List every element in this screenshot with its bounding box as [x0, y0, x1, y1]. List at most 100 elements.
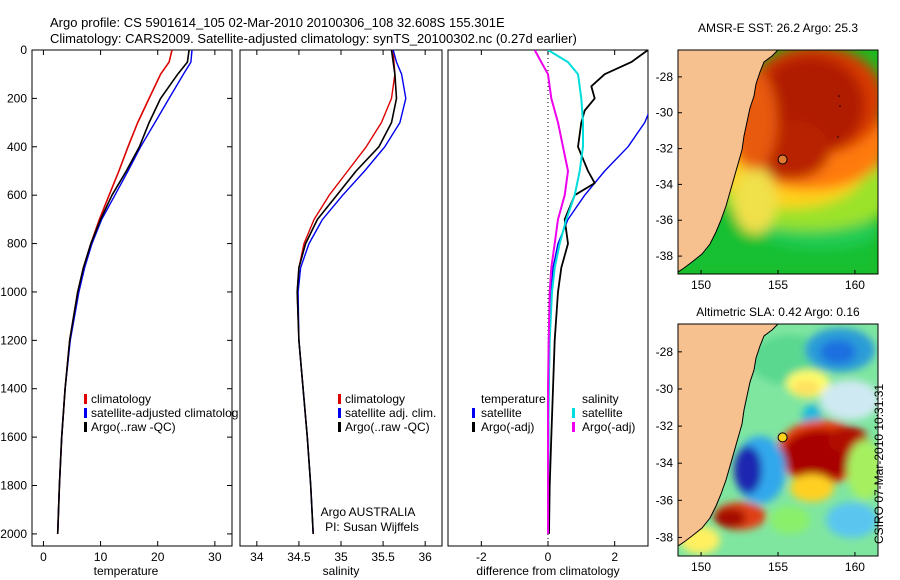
- lon-tick-label: 160: [845, 278, 865, 292]
- x-tick-label: 0: [40, 550, 47, 564]
- depth-tick-label: 1600: [0, 430, 27, 444]
- argo-program-label: Argo AUSTRALIA: [321, 505, 416, 519]
- lat-tick-label: -30: [656, 106, 674, 120]
- lon-tick-label: 155: [768, 560, 788, 574]
- figure-title-line1: Argo profile: CS 5901614_105 02-Mar-2010…: [50, 15, 505, 30]
- csiro-timestamp: CSIRO 07-Mar-2010 10:31:31: [872, 383, 886, 544]
- legend-swatch-temp-satellite: [472, 408, 475, 418]
- sla-field: [680, 328, 878, 554]
- lat-tick-label: -32: [656, 419, 674, 433]
- salinity-series: [296, 50, 407, 534]
- lat-tick-label: -34: [656, 456, 674, 470]
- difference-xlabel: difference from climatology: [476, 564, 619, 578]
- depth-tick-label: 600: [7, 188, 27, 202]
- sst-map-title: AMSR-E SST: 26.2 Argo: 25.3: [698, 21, 858, 35]
- depth-tick-label: 1200: [0, 333, 27, 347]
- depth-tick-label: 1800: [0, 479, 27, 493]
- x-tick-label: 34: [250, 550, 264, 564]
- sal-argo-diff-line: [533, 50, 569, 534]
- depth-tick-label: 800: [7, 237, 27, 251]
- temperature-plot-frame: [31, 49, 233, 547]
- legend-swatch-satellite: [84, 408, 87, 418]
- lon-tick-label: 150: [691, 278, 711, 292]
- lat-tick-label: -34: [656, 177, 674, 191]
- sla-heatmap: [678, 324, 878, 556]
- legend-label-satellite: satellite-adjusted climatolog: [91, 406, 238, 420]
- difference-panel: -2 0 2 difference from climatology tempera…: [447, 49, 649, 578]
- sst-coastline: [678, 50, 779, 273]
- legend-swatch-climatology: [84, 394, 87, 404]
- lon-tick-label: 150: [691, 560, 711, 574]
- sla-map-title: Altimetric SLA: 0.42 Argo: 0.16: [696, 305, 860, 319]
- depth-tick-label: 2000: [0, 527, 27, 541]
- legend-label-climatology: climatology: [91, 392, 151, 406]
- sla-land: [678, 324, 778, 546]
- sst-heatmap: [678, 50, 878, 274]
- legend-label-argo: Argo(..raw -QC): [345, 420, 430, 434]
- x-tick-label: -2: [476, 550, 487, 564]
- legend-label-satellite: satellite adj. clim.: [345, 406, 436, 420]
- lat-tick-label: -32: [656, 142, 674, 156]
- lat-tick-label: -28: [656, 70, 674, 84]
- legend-label-argo: Argo(..raw -QC): [91, 420, 176, 434]
- legend-label-temp-satellite: satellite: [481, 406, 522, 420]
- depth-tick-label: 1400: [0, 382, 27, 396]
- legend-swatch-temp-argo: [472, 422, 475, 432]
- temperature-series: [56, 50, 193, 534]
- x-tick-label: 35: [334, 550, 348, 564]
- lat-tick-label: -38: [656, 249, 674, 263]
- legend-swatch-sal-argo: [572, 422, 575, 432]
- legend-label-sal-argo: Argo(-adj): [582, 420, 635, 434]
- sst-land: [678, 50, 778, 272]
- lat-tick-label: -38: [656, 530, 674, 544]
- sla-map: Altimetric SLA: 0.42 Argo: 0.16: [656, 305, 879, 574]
- sla-float-marker: [777, 432, 788, 443]
- lat-tick-label: -36: [656, 213, 674, 227]
- lat-tick-label: -36: [656, 493, 674, 507]
- legend-swatch-sal-satellite: [572, 408, 575, 418]
- depth-tick-label: 1000: [0, 285, 27, 299]
- x-tick-label: 2: [611, 550, 618, 564]
- legend-label-climatology: climatology: [345, 392, 405, 406]
- lat-tick-label: -28: [656, 345, 674, 359]
- figure-title-line2: Climatology: CARS2009. Satellite-adjuste…: [50, 31, 577, 46]
- salinity-panel: 34 34.5 35 35.5 36 salinity climatology sate…: [239, 49, 443, 578]
- x-tick-label: 36: [418, 550, 432, 564]
- sst-map-axes: 150 155 160 -28 -30 -32 -34 -36 -38: [656, 70, 866, 292]
- temperature-legend: climatology satellite-adjusted climatolo…: [84, 392, 238, 434]
- temp-argo-diff-line: [548, 50, 648, 534]
- temperature-xlabel: temperature: [94, 564, 159, 578]
- lon-tick-label: 160: [845, 560, 865, 574]
- x-tick-label: 35.5: [371, 550, 395, 564]
- sla-coastline: [678, 324, 779, 547]
- legend-label-temp-argo: Argo(-adj): [481, 420, 534, 434]
- sla-map-axes: 150 155 160 -28 -30 -32 -34 -36 -38: [656, 345, 866, 574]
- salinity-legend: climatology satellite adj. clim. Argo(..…: [338, 392, 436, 434]
- legend-swatch-argo: [338, 422, 341, 432]
- salinity-axis: 34 34.5 35 35.5 36: [250, 50, 432, 564]
- salinity-xlabel: salinity: [323, 564, 360, 578]
- depth-tick-label: 0: [20, 43, 27, 57]
- difference-legend: temperature satellite Argo(-adj) salinit…: [472, 392, 635, 434]
- legend-swatch-satellite: [338, 408, 341, 418]
- argo-line: [56, 50, 190, 534]
- depth-tick-label: 200: [7, 91, 27, 105]
- x-tick-label: 34.5: [287, 550, 311, 564]
- difference-axis: -2 0 2: [476, 50, 618, 564]
- x-tick-label: 0: [545, 550, 552, 564]
- lat-tick-label: -30: [656, 382, 674, 396]
- legend-group-salinity: salinity: [582, 392, 619, 406]
- sst-float-marker: [777, 154, 788, 165]
- legend-label-sal-satellite: satellite: [582, 406, 623, 420]
- difference-series: [533, 50, 648, 534]
- depth-tick-label: 400: [7, 140, 27, 154]
- argo-line: [296, 50, 398, 534]
- temperature-axis: 0 10 20 30: [40, 50, 222, 564]
- x-tick-label: 20: [151, 550, 165, 564]
- salinity-plot-frame: [239, 49, 443, 547]
- legend-swatch-argo: [84, 422, 87, 432]
- principal-investigator-label: PI: Susan Wijffels: [325, 520, 419, 534]
- legend-swatch-climatology: [338, 394, 341, 404]
- x-tick-label: 10: [94, 550, 108, 564]
